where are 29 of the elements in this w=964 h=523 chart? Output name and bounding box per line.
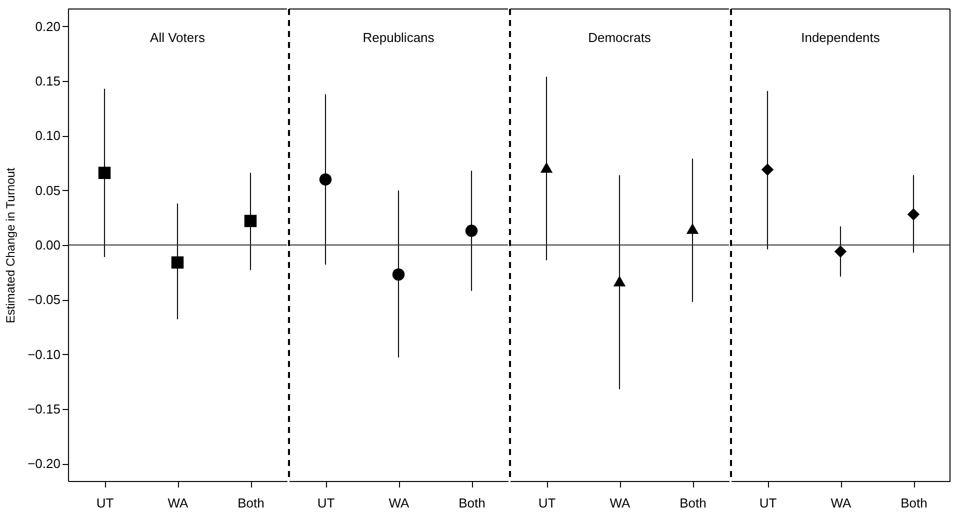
x-tick-label: Both [680,496,706,510]
x-tick-label: Both [900,496,928,510]
point [98,166,111,180]
y-tick-label: 0.15 [35,74,60,89]
point [171,256,184,269]
x-tick-label: WA [168,496,189,510]
y-tick-label: −0.20 [28,456,60,472]
x-tick-label: UT [96,496,114,510]
x-tick-label: WA [610,496,631,510]
x-tick-label: WA [388,496,410,510]
y-tick-label: 0.00 [35,238,60,252]
x-tick-label: UT [538,496,556,510]
point [244,214,257,228]
y-axis-title: Estimated Change in Turnout [4,167,18,324]
x-tick-label: Both [238,496,264,510]
text: Republicans [362,30,435,45]
y-tick-label: −0.05 [28,292,60,308]
y-tick-label: 0.10 [35,128,60,144]
y-tick-label: 0.05 [35,182,60,198]
x-tick-label: UT [317,496,335,510]
y-tick-label: −0.15 [28,401,60,416]
x-tick-label: UT [759,496,777,510]
text: Democrats [588,30,652,45]
x-tick-label: Both [458,496,486,510]
text: All Voters [150,30,206,45]
y-tick-label: 0.20 [35,18,60,34]
x-tick-label: WA [830,496,852,510]
text: Independents [801,30,880,45]
y-tick-label: −0.10 [28,346,60,362]
